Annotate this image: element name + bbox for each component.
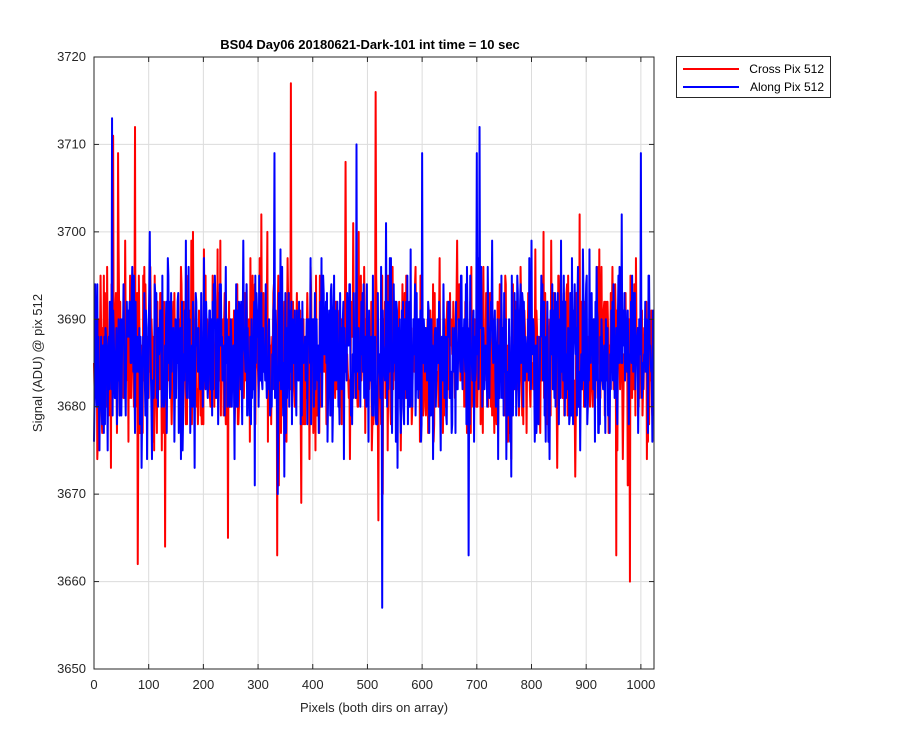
x-tick-label: 400 [302, 677, 324, 692]
y-tick-label: 3680 [57, 399, 86, 414]
y-tick-label: 3660 [57, 574, 86, 589]
legend-label-cross: Cross Pix 512 [749, 62, 824, 76]
x-tick-label: 700 [466, 677, 488, 692]
x-tick-label: 200 [193, 677, 215, 692]
legend-swatch-cross [683, 68, 739, 70]
series-layer [93, 82, 655, 609]
y-tick-label: 3690 [57, 311, 86, 326]
chart-title: BS04 Day06 20180621-Dark-101 int time = … [220, 37, 520, 52]
x-tick-label: 900 [575, 677, 597, 692]
x-tick-label: 100 [138, 677, 160, 692]
legend-entry-cross: Cross Pix 512 [683, 60, 824, 78]
x-tick-label: 500 [357, 677, 379, 692]
x-axis-ticks: 0 100 200 300 400 500 600 700 800 900 1000 [90, 57, 655, 692]
x-tick-label: 800 [521, 677, 543, 692]
y-tick-label: 3670 [57, 486, 86, 501]
y-tick-label: 3720 [57, 49, 86, 64]
x-axis-label: Pixels (both dirs on array) [300, 700, 448, 715]
series-line-along [93, 117, 655, 609]
y-axis-ticks: 3650 3660 3670 3680 3690 3700 3710 3720 [57, 49, 654, 676]
legend-swatch-along [683, 86, 739, 88]
x-tick-label: 0 [90, 677, 97, 692]
y-tick-label: 3650 [57, 661, 86, 676]
x-tick-label: 300 [247, 677, 269, 692]
legend: Cross Pix 512 Along Pix 512 [676, 56, 831, 98]
x-tick-label: 600 [411, 677, 433, 692]
y-axis-label: Signal (ADU) @ pix 512 [30, 294, 45, 432]
x-tick-label: 1000 [626, 677, 655, 692]
plot-frame [93, 56, 655, 670]
y-tick-label: 3700 [57, 224, 86, 239]
legend-entry-along: Along Pix 512 [683, 78, 824, 96]
y-tick-label: 3710 [57, 136, 86, 151]
legend-label-along: Along Pix 512 [749, 80, 824, 94]
